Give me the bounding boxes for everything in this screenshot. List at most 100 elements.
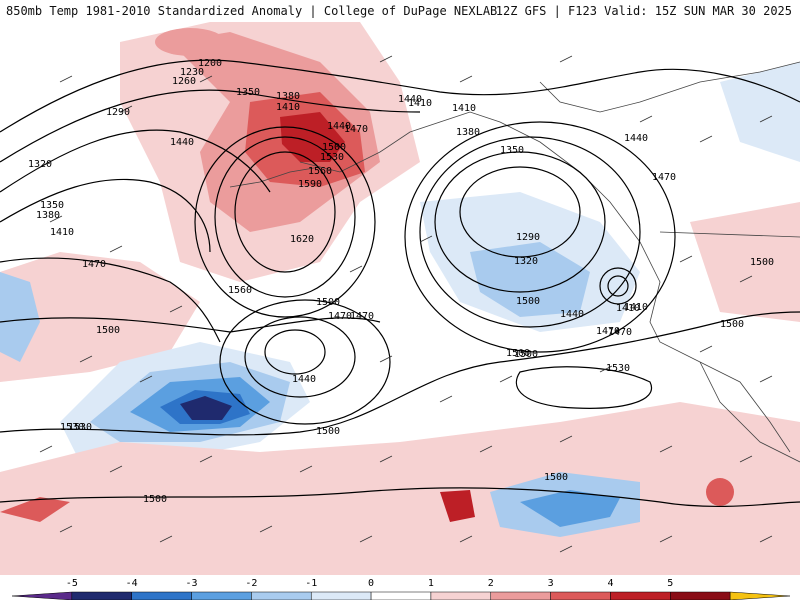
contour-label: 1440 [292, 374, 316, 385]
contour-label: 1530 [68, 422, 92, 433]
contour-label: 1500 [316, 297, 340, 308]
warm-anomaly-spot-asia [155, 28, 225, 56]
contour-label: 1440 [398, 94, 422, 105]
contour-label: 1470 [350, 311, 374, 322]
contour-line [0, 129, 271, 193]
height-contours [0, 59, 800, 508]
colorbar-tick-label: -1 [305, 578, 317, 589]
contour-label: 1470 [652, 172, 676, 183]
contour-label: 1500 [322, 142, 346, 153]
contour-label: 1530 [60, 422, 84, 433]
map-header: 850mb Temp 1981-2010 Standardized Anomal… [0, 0, 800, 22]
contour-ring [404, 121, 676, 353]
colorbar-bin [251, 591, 312, 600]
wind-barb [39, 55, 773, 553]
colorbar-bin [670, 591, 731, 600]
contour-label: 1470 [344, 124, 368, 135]
aleutian-chain [229, 166, 321, 188]
contour-ring [219, 299, 391, 425]
contour-label: 1290 [516, 232, 540, 243]
colorbar-tick-label: 0 [368, 578, 374, 589]
colorbar-tick-label: 1 [428, 578, 434, 589]
warm-anomaly-region-na [690, 202, 800, 322]
contour-label: 1350 [500, 145, 524, 156]
colorbar-bin [71, 591, 132, 600]
contour-label: 1560 [228, 285, 252, 296]
contour-label: 1350 [40, 200, 64, 211]
colorbar-bin [131, 591, 192, 600]
colorbar-bin [490, 591, 551, 600]
contour-line [0, 317, 381, 333]
warm-anomaly-spot-west-tropics [0, 497, 70, 522]
contour-label: 1320 [514, 256, 538, 267]
colorbar-bin [11, 591, 73, 600]
cold-anomaly-region-northeast-2 [470, 242, 590, 317]
contour-label: 1530 [320, 152, 344, 163]
colorbar-bin [430, 591, 492, 600]
warm-anomaly-region-tropics [0, 402, 800, 575]
contour-label: 1410 [624, 302, 648, 313]
contour-ring [214, 136, 356, 298]
colorbar-canvas: -5 -4 -3 -2 -1 0 1 2 3 4 5 [11, 578, 791, 600]
contour-line [0, 178, 211, 253]
contour-line [0, 59, 800, 133]
contour-line [0, 257, 221, 343]
contour-ring [194, 126, 376, 318]
contour-ring [607, 275, 629, 297]
cold-anomaly-region-tropics-2 [520, 490, 620, 527]
contour-label: 1470 [328, 311, 352, 322]
contour-label: 1380 [276, 91, 300, 102]
anomaly-map: 1200 1230 1260 1290 1320 1350 1380 1410 1440 1470… [0, 22, 800, 575]
contour-label: 1200 [198, 58, 222, 69]
coastline-alaska [299, 111, 791, 453]
contour-label: 1260 [172, 76, 196, 87]
contour-ring [459, 166, 581, 258]
contour-ring [244, 316, 356, 398]
contour-label: 1500 [514, 349, 538, 360]
contour-label: 1590 [298, 179, 322, 190]
contour-label: 1290 [106, 107, 130, 118]
colorbar-tick-label: -4 [126, 578, 138, 589]
colorbar-bin [191, 591, 252, 600]
contour-ring [599, 267, 637, 305]
contour-ring [434, 151, 606, 293]
colorbar-bin [550, 591, 611, 600]
cold-anomaly-region-central-5 [180, 396, 232, 420]
contour-label: 1500 [96, 325, 120, 336]
colorbar-tick-label: -3 [186, 578, 198, 589]
contour-label: 1410 [276, 102, 300, 113]
contour-label: 1350 [236, 87, 260, 98]
contour-label: 1410 [408, 98, 432, 109]
contour-label: 1470 [82, 259, 106, 270]
colorbar-bin [310, 591, 372, 600]
contour-label: 1380 [456, 127, 480, 138]
contour-label: 1500 [720, 319, 744, 330]
colorbar-bin [610, 591, 671, 600]
contour-label: 1500 [750, 257, 774, 268]
colorbar-bins [11, 591, 791, 600]
colorbar-tick-label: 5 [667, 578, 673, 589]
contour-label: 1320 [28, 159, 52, 170]
contour-label: 1500 [544, 472, 568, 483]
coastline-mexico [699, 361, 800, 463]
contour-label: 1440 [327, 121, 351, 132]
border-us-canada [659, 231, 800, 238]
wind-barbs [39, 55, 773, 553]
contour-line [0, 487, 800, 508]
contour-ring [419, 136, 641, 328]
contour-ring [264, 329, 326, 375]
colorbar-tick-label: 2 [488, 578, 494, 589]
colorbar-tick-label: -2 [245, 578, 257, 589]
contour-label: 1380 [36, 210, 60, 221]
colorbar-bin [370, 591, 432, 600]
model-valid-time: 12Z GFS | F123 Valid: 15Z SUN MAR 30 202… [495, 4, 792, 18]
contour-label: 1500 [316, 426, 340, 437]
contour-line [515, 366, 653, 409]
colorbar-bin [729, 591, 791, 600]
contour-label: 1440 [170, 137, 194, 148]
colorbar-tick-labels: -5 -4 -3 -2 -1 0 1 2 3 4 5 [66, 578, 674, 589]
warm-anomaly-region-west [0, 252, 200, 382]
contour-label: 1410 [452, 103, 476, 114]
warm-anomaly-spot-tropics-2 [706, 478, 734, 506]
